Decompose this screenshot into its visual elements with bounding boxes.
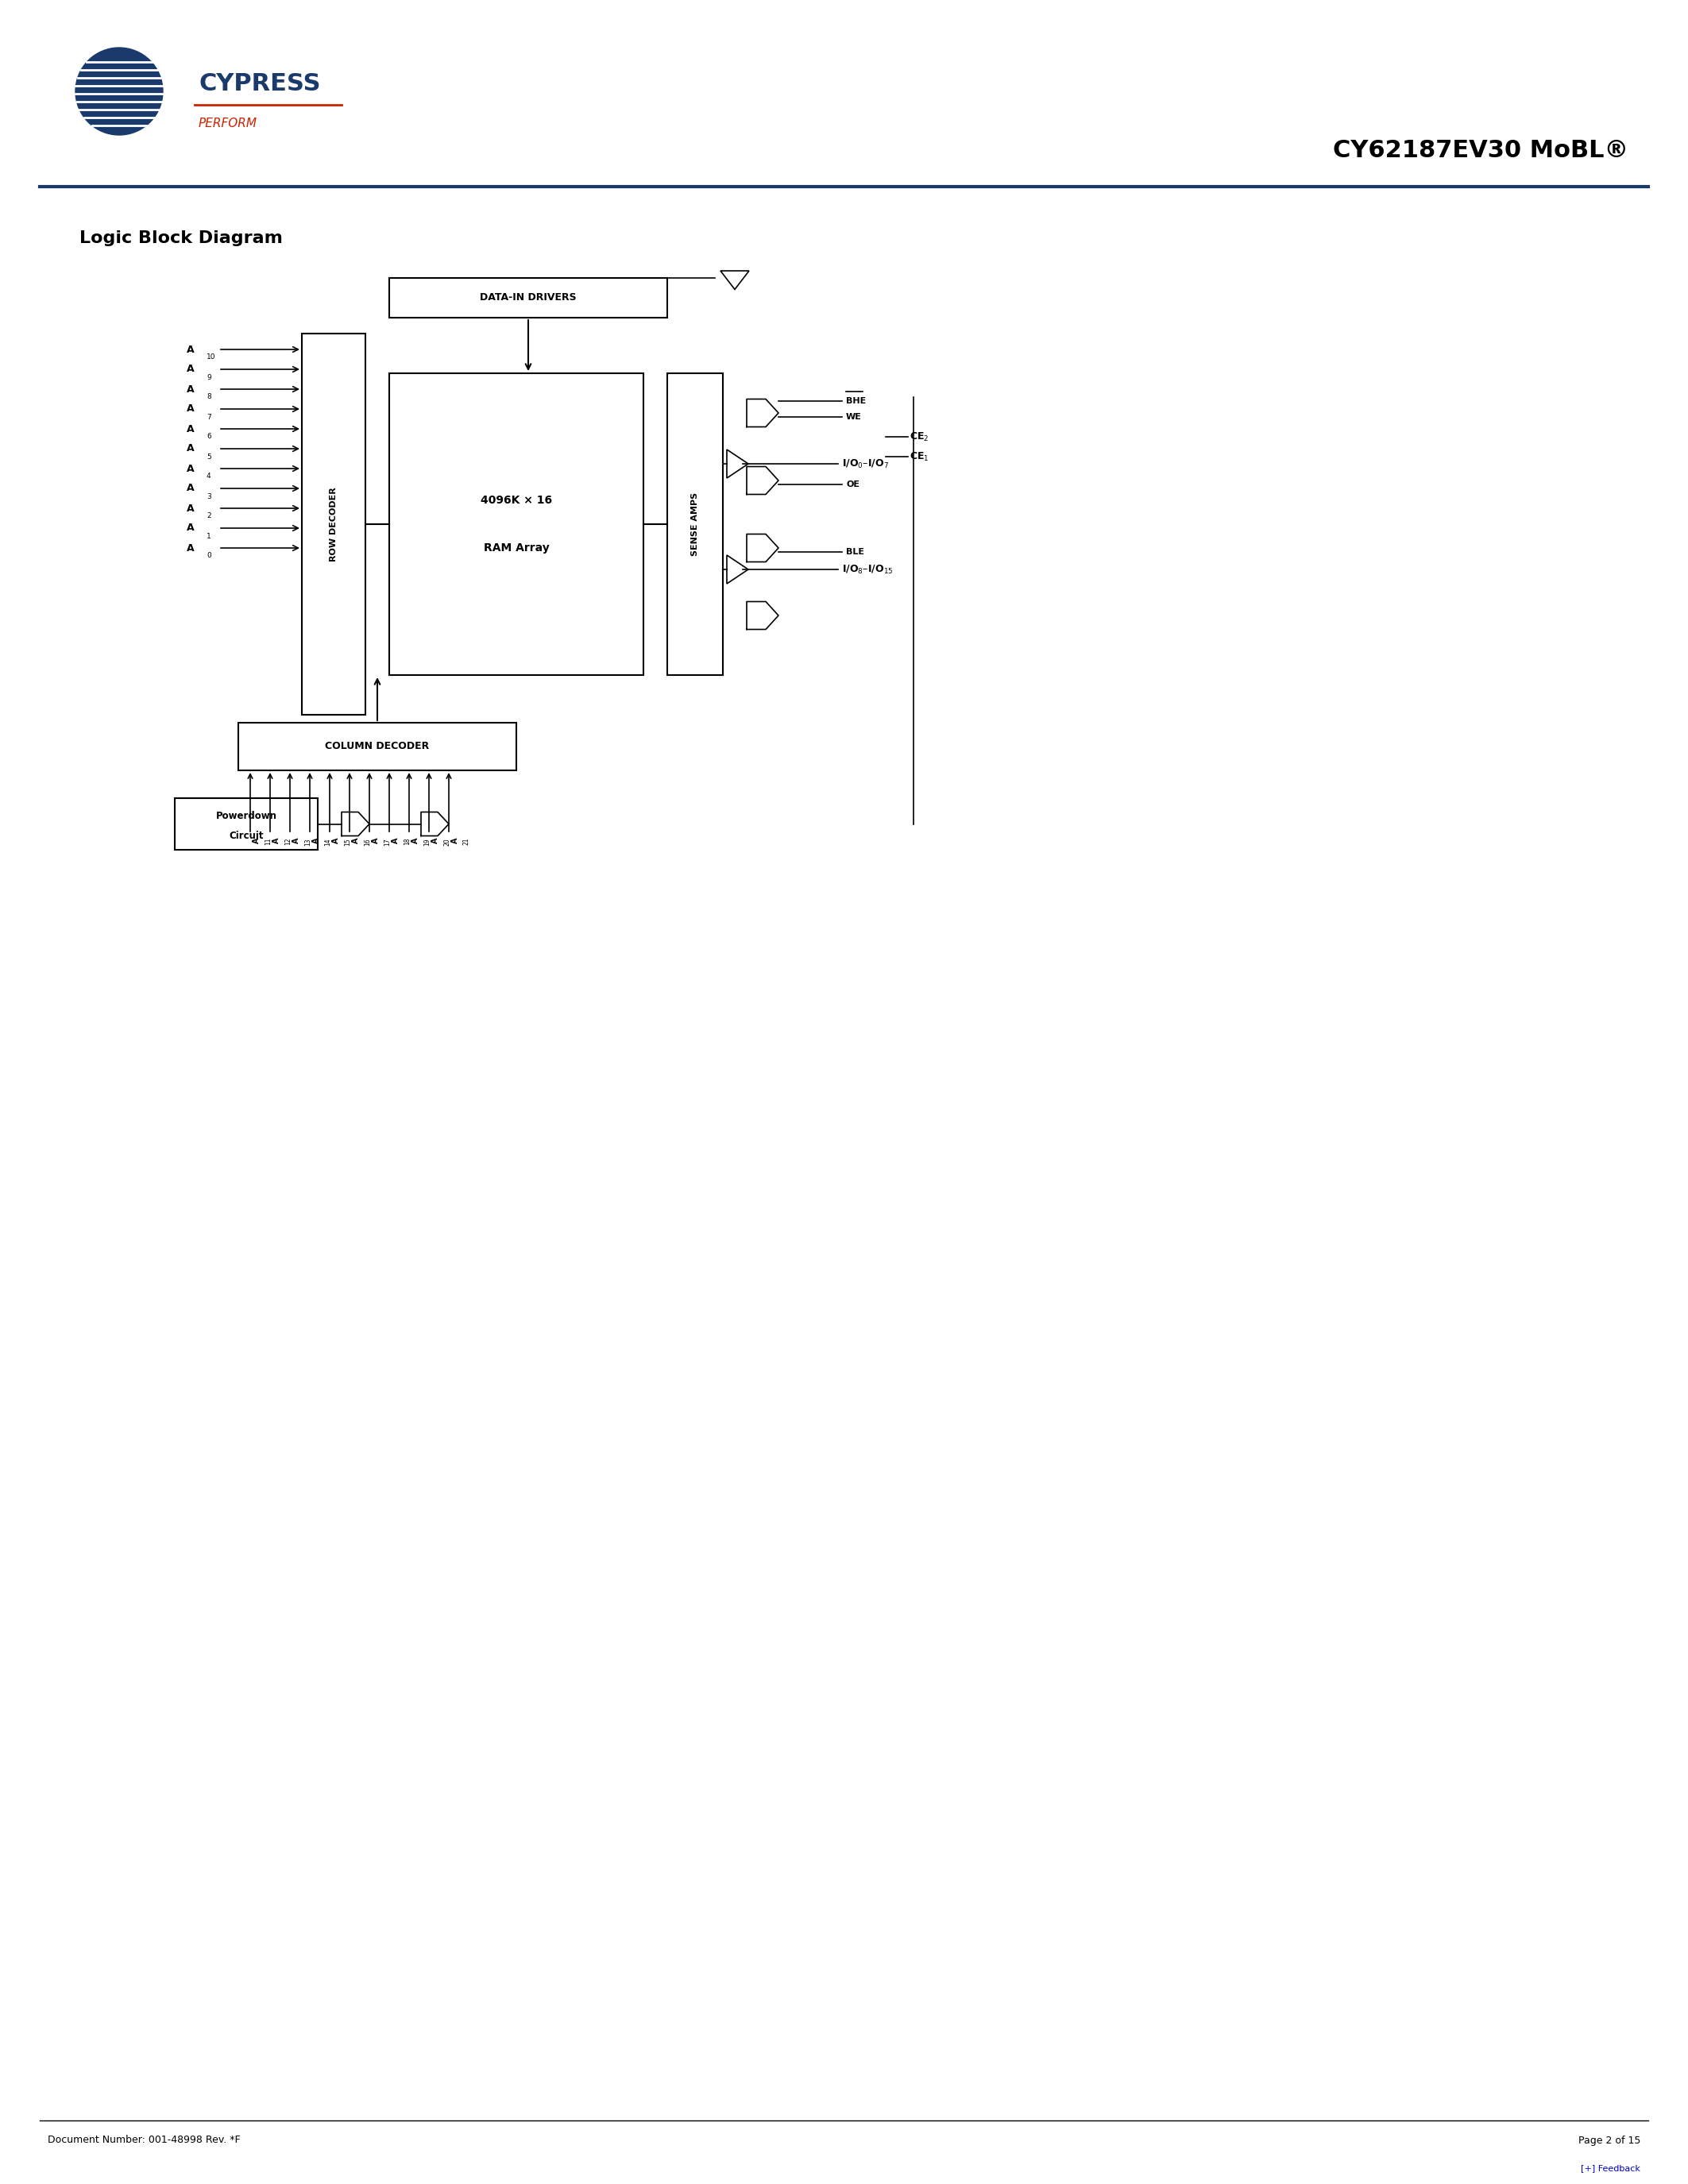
Text: A: A	[187, 463, 194, 474]
Text: A: A	[187, 443, 194, 454]
Text: 10: 10	[206, 354, 216, 360]
Text: 18: 18	[403, 839, 410, 845]
FancyBboxPatch shape	[238, 723, 517, 771]
FancyBboxPatch shape	[390, 277, 667, 317]
Text: A: A	[187, 404, 194, 415]
Text: I/O$_8$–I/O$_{15}$: I/O$_8$–I/O$_{15}$	[842, 563, 893, 574]
Text: A: A	[292, 839, 300, 843]
Text: A: A	[312, 839, 321, 843]
Text: A: A	[432, 839, 439, 843]
Text: A: A	[392, 839, 400, 843]
Text: 5: 5	[206, 452, 211, 461]
Text: CE$_1$: CE$_1$	[910, 450, 928, 463]
Text: 13: 13	[304, 839, 311, 845]
Text: [+] Feedback: [+] Feedback	[1582, 2164, 1641, 2173]
Text: 0: 0	[206, 553, 211, 559]
Text: 1: 1	[206, 533, 211, 539]
Text: A: A	[371, 839, 380, 843]
Text: 7: 7	[206, 413, 211, 422]
Text: 21: 21	[463, 839, 471, 845]
Text: 8: 8	[206, 393, 211, 400]
Text: 19: 19	[424, 839, 430, 845]
Text: 4096K × 16: 4096K × 16	[481, 496, 552, 507]
Text: A: A	[187, 502, 194, 513]
Text: SENSE AMPS: SENSE AMPS	[690, 491, 699, 557]
Text: A: A	[187, 345, 194, 354]
Text: 2: 2	[206, 513, 211, 520]
Text: 14: 14	[324, 839, 331, 845]
Text: A: A	[272, 839, 280, 843]
Text: 16: 16	[365, 839, 371, 845]
Text: CE$_2$: CE$_2$	[910, 430, 928, 443]
Text: 4: 4	[206, 474, 211, 480]
Text: Document Number: 001-48998 Rev. *F: Document Number: 001-48998 Rev. *F	[47, 2136, 240, 2145]
Text: 20: 20	[444, 839, 451, 845]
Text: DATA-IN DRIVERS: DATA-IN DRIVERS	[479, 293, 577, 304]
Text: Circuit: Circuit	[230, 830, 263, 841]
Text: WE: WE	[846, 413, 863, 422]
Text: COLUMN DECODER: COLUMN DECODER	[326, 740, 429, 751]
Text: A: A	[187, 522, 194, 533]
Text: PERFORM: PERFORM	[199, 118, 257, 129]
Text: A: A	[187, 544, 194, 553]
Text: OE: OE	[846, 480, 859, 489]
Text: 17: 17	[383, 839, 392, 845]
Text: A: A	[412, 839, 419, 843]
Text: CYPRESS: CYPRESS	[199, 72, 321, 94]
FancyBboxPatch shape	[667, 373, 722, 675]
FancyBboxPatch shape	[390, 373, 643, 675]
Circle shape	[76, 48, 162, 135]
Text: Logic Block Diagram: Logic Block Diagram	[79, 229, 282, 247]
Text: A: A	[187, 365, 194, 373]
Text: Powerdown: Powerdown	[216, 810, 277, 821]
Text: Page 2 of 15: Page 2 of 15	[1578, 2136, 1641, 2145]
Text: BHE: BHE	[846, 397, 866, 404]
Text: A: A	[187, 384, 194, 395]
Text: 11: 11	[265, 839, 272, 845]
Text: 9: 9	[206, 373, 211, 380]
FancyBboxPatch shape	[176, 797, 317, 850]
Text: ROW DECODER: ROW DECODER	[329, 487, 338, 561]
Text: 3: 3	[206, 494, 211, 500]
Text: A: A	[187, 483, 194, 494]
Text: A: A	[333, 839, 339, 843]
Text: BLE: BLE	[846, 548, 864, 557]
Text: 15: 15	[344, 839, 351, 845]
Text: A: A	[451, 839, 459, 843]
Text: A: A	[253, 839, 260, 843]
Text: A: A	[187, 424, 194, 435]
Text: 🌐: 🌐	[132, 68, 145, 90]
Text: A: A	[351, 839, 360, 843]
Text: I/O$_0$–I/O$_7$: I/O$_0$–I/O$_7$	[842, 459, 890, 470]
FancyBboxPatch shape	[302, 334, 365, 714]
Text: RAM Array: RAM Array	[483, 542, 549, 553]
Text: 12: 12	[284, 839, 292, 845]
Text: CY62187EV30 MoBL®: CY62187EV30 MoBL®	[1334, 140, 1629, 162]
Text: 6: 6	[206, 432, 211, 441]
